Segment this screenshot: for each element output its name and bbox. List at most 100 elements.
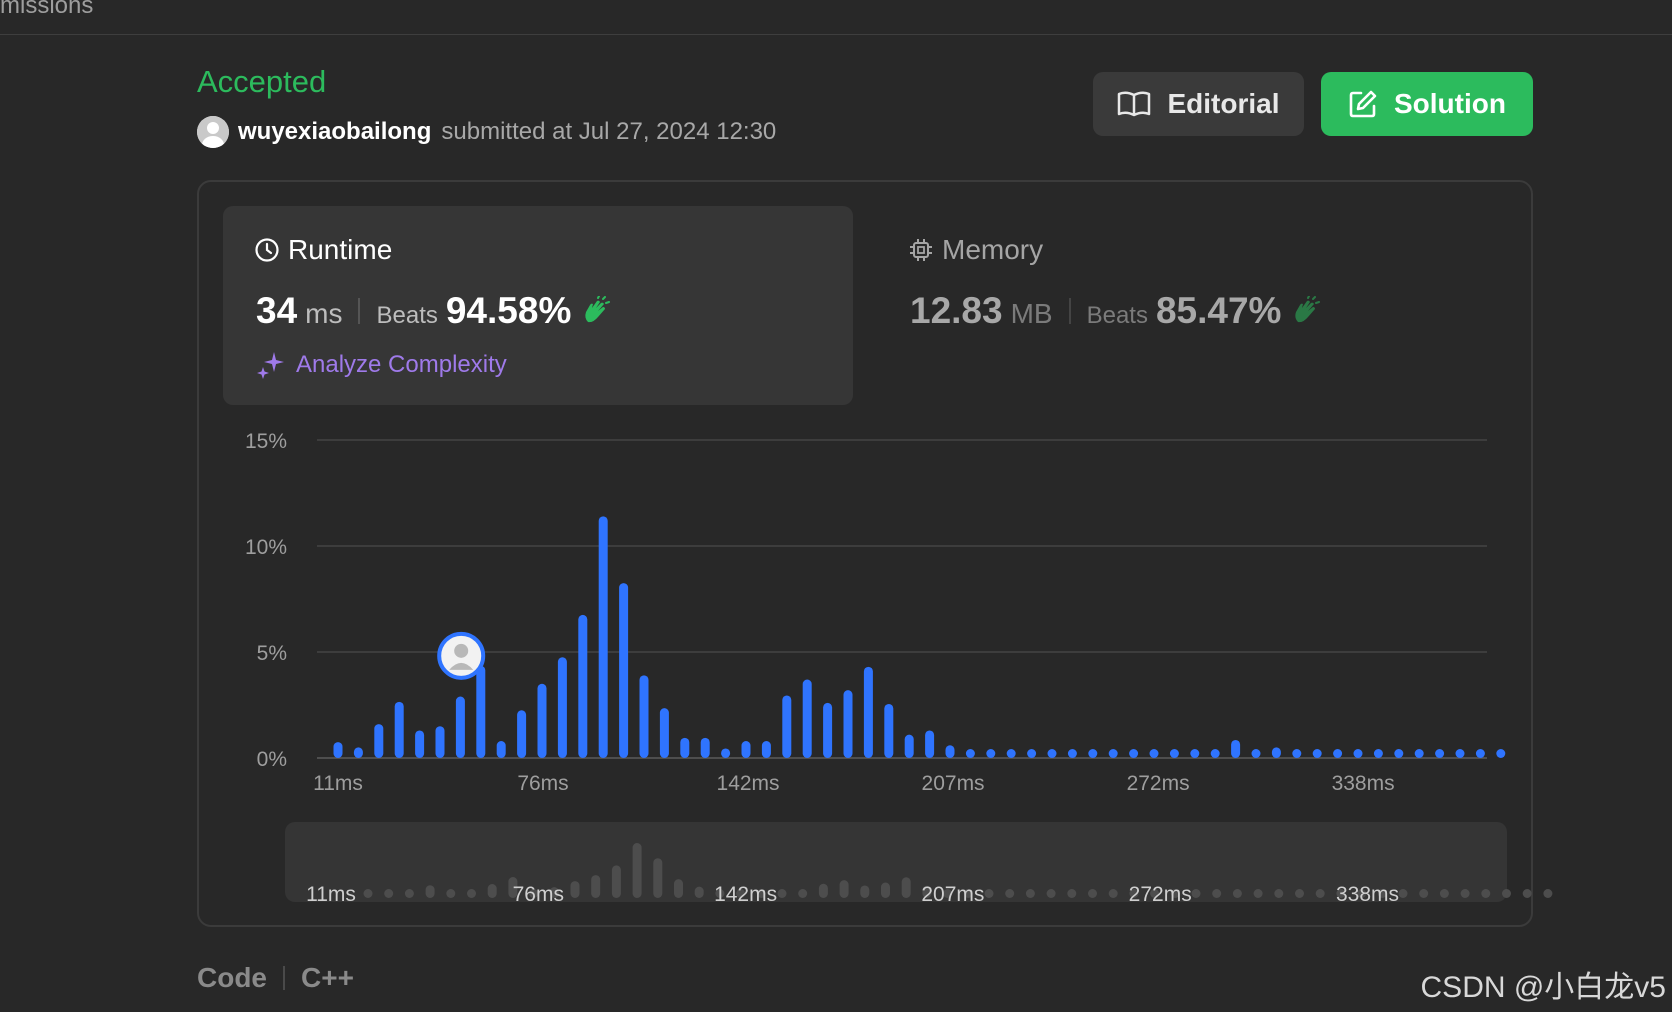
navigator-bar [549, 887, 559, 898]
submission-status: Accepted [197, 64, 327, 99]
runtime-beats-value: 94.58% [445, 290, 572, 331]
navigator-bar [1460, 889, 1470, 898]
chart-bar [1006, 749, 1016, 758]
chart-bar [455, 696, 465, 758]
code-label: Code [197, 962, 267, 993]
navigator-bar [756, 889, 766, 898]
chart-bar [476, 665, 486, 758]
chart-bar [1088, 749, 1098, 758]
x-tick-label: 207ms [922, 772, 985, 795]
chart-bar [1169, 749, 1179, 758]
language-label: C++ [301, 962, 354, 993]
navigator-bar [425, 885, 435, 898]
navigator-bar [1357, 889, 1367, 898]
memory-beats-label: Beats [1086, 302, 1148, 329]
editorial-label: Editorial [1167, 88, 1280, 119]
navigator-tick-label: 11ms [306, 883, 356, 906]
chart-bar [925, 730, 935, 758]
chart-bar [333, 742, 343, 758]
navigator-bar [1377, 889, 1387, 898]
runtime-divider [358, 298, 361, 324]
chart-bar [904, 734, 914, 758]
chart-bar [353, 747, 363, 758]
chart-bar [986, 749, 996, 758]
navigator-bar [1439, 889, 1449, 898]
chart-bar [1149, 749, 1159, 758]
chart-bar [945, 745, 955, 758]
stats-panel [197, 180, 1533, 927]
chart-bar [1333, 749, 1343, 758]
navigator-bar [404, 889, 414, 898]
navigator-bar [1005, 889, 1015, 898]
code-header: Code C++ [197, 962, 354, 994]
navigator-bar [1108, 889, 1118, 898]
watermark: CSDN @小白龙v5 [1420, 971, 1666, 1004]
navigator-bar [446, 889, 456, 898]
chart-bar [1292, 749, 1302, 758]
navigator-bar [694, 886, 704, 898]
chart-bar [517, 710, 527, 758]
username-link[interactable]: wuyexiaobailong [238, 118, 432, 145]
chart-bar [1251, 749, 1261, 758]
memory-beats-value: 85.47% [1155, 290, 1282, 331]
chart-bar [1047, 749, 1057, 758]
chart-bar [884, 703, 894, 758]
navigator-bar [1232, 889, 1242, 898]
runtime-value: 34 [256, 290, 298, 331]
analyze-complexity-label: Analyze Complexity [296, 351, 507, 378]
edit-icon [1349, 90, 1377, 118]
navigator-bar [943, 889, 953, 898]
navigator-bar [1419, 889, 1429, 898]
navigator-tick-label: 338ms [1336, 883, 1399, 906]
analyze-complexity-link[interactable]: Analyze Complexity [256, 350, 507, 380]
navigator-bar [611, 865, 621, 898]
navigator-bar [798, 889, 808, 898]
navigator-bar [1150, 889, 1160, 898]
navigator-bar [1502, 889, 1511, 898]
navigator-bar [1025, 889, 1035, 898]
avatar[interactable] [197, 116, 229, 148]
runtime-card[interactable] [223, 206, 853, 405]
chart-bar [1312, 749, 1322, 758]
navigator-bar [839, 880, 849, 898]
navigator-bar [529, 889, 539, 898]
chart-bar [578, 614, 588, 758]
navigator-bar [384, 889, 394, 898]
submissions-tab[interactable]: missions [0, 0, 94, 19]
y-tick-label: 0% [257, 748, 287, 771]
chart-bar [394, 701, 404, 758]
book-icon [1118, 91, 1151, 117]
chart-bar [374, 724, 384, 758]
chart-bar [435, 726, 445, 758]
clap-icon [1295, 296, 1321, 323]
x-tick-label: 142ms [717, 772, 780, 795]
solution-button[interactable]: Solution [1321, 72, 1533, 136]
navigator-bar [1046, 889, 1056, 898]
chart-bar [843, 690, 853, 758]
code-divider [283, 966, 285, 990]
navigator-bar [984, 889, 994, 898]
memory-title[interactable]: Memory [908, 234, 1043, 266]
y-tick-label: 5% [257, 642, 287, 665]
navigator-bar [508, 877, 518, 898]
chart-bar [1496, 749, 1506, 758]
chart-bar [415, 730, 425, 758]
navigator-bar [1253, 889, 1263, 898]
clock-icon [255, 238, 279, 262]
chart-bar [761, 741, 771, 758]
navigator-bar [1522, 889, 1532, 898]
x-tick-label: 76ms [517, 772, 568, 795]
navigator-bar [1336, 889, 1346, 898]
chart-bar [496, 741, 506, 758]
editorial-button[interactable]: Editorial [1093, 72, 1304, 136]
x-tick-label: 272ms [1127, 772, 1190, 795]
navigator-bar [653, 858, 663, 898]
chart-bar [1373, 749, 1383, 758]
clap-icon [585, 296, 611, 323]
chart-bar [1394, 749, 1404, 758]
chart-bar [741, 741, 751, 758]
chart-bar [802, 679, 812, 758]
navigator-bar [1170, 889, 1180, 898]
navigator-bar [487, 884, 497, 898]
